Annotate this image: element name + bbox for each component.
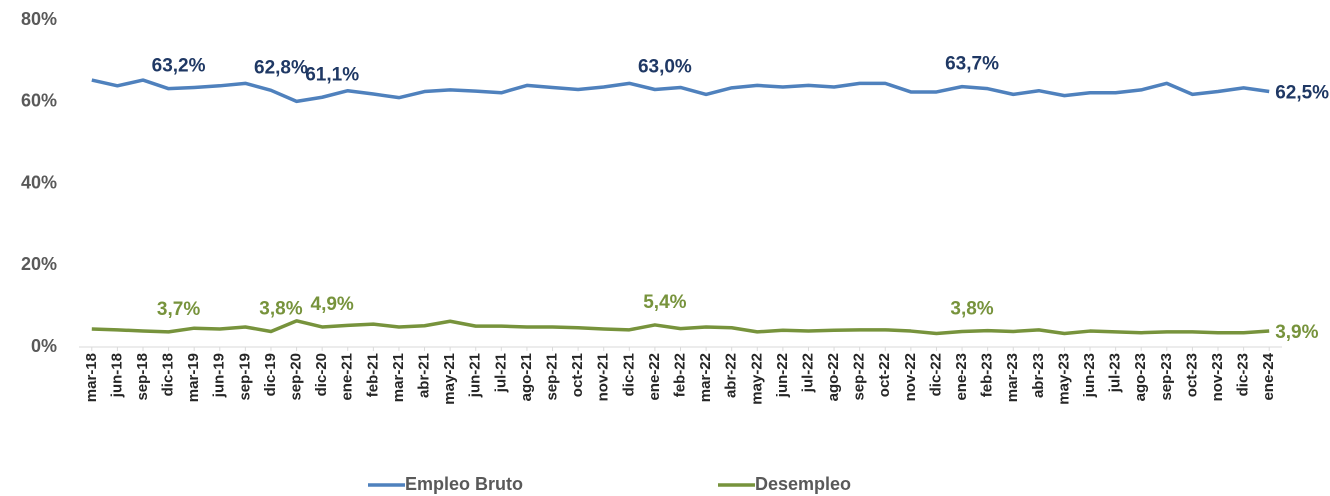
x-tick-label: jun-19 xyxy=(211,353,228,398)
x-tick-label: dic-18 xyxy=(160,353,177,396)
x-tick-label: sep-21 xyxy=(543,353,560,401)
x-tick-label: jun-23 xyxy=(1081,353,1098,398)
x-tick-label: mar-19 xyxy=(185,353,202,402)
data-label: 62,8% xyxy=(254,57,308,78)
x-tick-label: abr-22 xyxy=(723,353,740,398)
x-tick-label: ago-23 xyxy=(1132,353,1149,401)
y-tick-label: 40% xyxy=(21,172,57,192)
x-tick-label: jul-21 xyxy=(492,353,509,393)
x-tick-label: mar-21 xyxy=(390,353,407,402)
data-label: 5,4% xyxy=(643,292,686,313)
x-tick-label: sep-19 xyxy=(236,353,253,401)
x-tick-label: ago-21 xyxy=(518,353,535,401)
data-label: 63,7% xyxy=(945,54,999,75)
x-tick-label: ene-23 xyxy=(953,353,970,401)
x-tick-label: ene-22 xyxy=(646,353,663,401)
x-tick-label: may-22 xyxy=(748,353,765,405)
x-tick-label: dic-20 xyxy=(313,353,330,396)
x-tick-label: feb-21 xyxy=(364,353,381,397)
line-series xyxy=(91,319,1270,336)
data-label: 4,9% xyxy=(311,294,354,315)
data-label: 61,1% xyxy=(305,64,359,85)
data-label: 3,9% xyxy=(1275,322,1318,343)
x-tick-label: nov-23 xyxy=(1209,353,1226,401)
x-tick-label: nov-22 xyxy=(902,353,919,401)
data-label: 3,8% xyxy=(259,298,302,319)
y-tick-label: 20% xyxy=(21,254,57,274)
x-tick-label: jul-23 xyxy=(1107,353,1124,393)
x-tick-label: ago-22 xyxy=(825,353,842,401)
x-tick-label: abr-21 xyxy=(416,353,433,398)
legend-label: Desempleo xyxy=(755,474,851,494)
y-tick-label: 60% xyxy=(21,91,57,111)
x-tick-label: jun-18 xyxy=(108,353,125,398)
legend-label: Empleo Bruto xyxy=(405,474,523,494)
x-tick-label: dic-21 xyxy=(620,353,637,396)
data-label: 3,7% xyxy=(157,299,200,320)
y-tick-label: 0% xyxy=(31,336,57,356)
x-tick-label: jul-22 xyxy=(799,353,816,393)
data-label: 63,0% xyxy=(638,57,692,78)
x-tick-label: jun-22 xyxy=(774,353,791,398)
x-tick-label: feb-22 xyxy=(671,353,688,397)
line-series xyxy=(91,78,1270,104)
x-tick-label: mar-22 xyxy=(697,353,714,402)
x-tick-label: ene-24 xyxy=(1260,352,1277,400)
x-tick-label: oct-21 xyxy=(569,353,586,397)
data-label: 63,2% xyxy=(152,56,206,77)
x-tick-label: ene-21 xyxy=(339,353,356,401)
x-tick-label: jun-21 xyxy=(467,353,484,398)
x-tick-label: dic-23 xyxy=(1235,353,1252,396)
x-tick-label: oct-23 xyxy=(1183,353,1200,397)
x-tick-label: nov-21 xyxy=(595,353,612,401)
data-label: 62,5% xyxy=(1275,83,1329,104)
x-tick-label: sep-18 xyxy=(134,353,151,401)
x-tick-label: feb-23 xyxy=(979,353,996,397)
x-tick-label: sep-23 xyxy=(1158,353,1175,401)
x-tick-label: oct-22 xyxy=(876,353,893,397)
x-tick-label: sep-22 xyxy=(851,353,868,401)
y-tick-label: 80% xyxy=(21,9,57,29)
x-tick-label: dic-22 xyxy=(927,353,944,396)
x-tick-label: dic-19 xyxy=(262,353,279,396)
x-tick-label: mar-23 xyxy=(1004,353,1021,402)
data-label: 3,8% xyxy=(950,298,993,319)
x-tick-label: abr-23 xyxy=(1030,353,1047,398)
x-tick-label: sep-20 xyxy=(288,353,305,401)
x-tick-label: may-21 xyxy=(441,353,458,405)
x-tick-label: may-23 xyxy=(1055,353,1072,405)
x-tick-label: mar-18 xyxy=(83,353,100,402)
